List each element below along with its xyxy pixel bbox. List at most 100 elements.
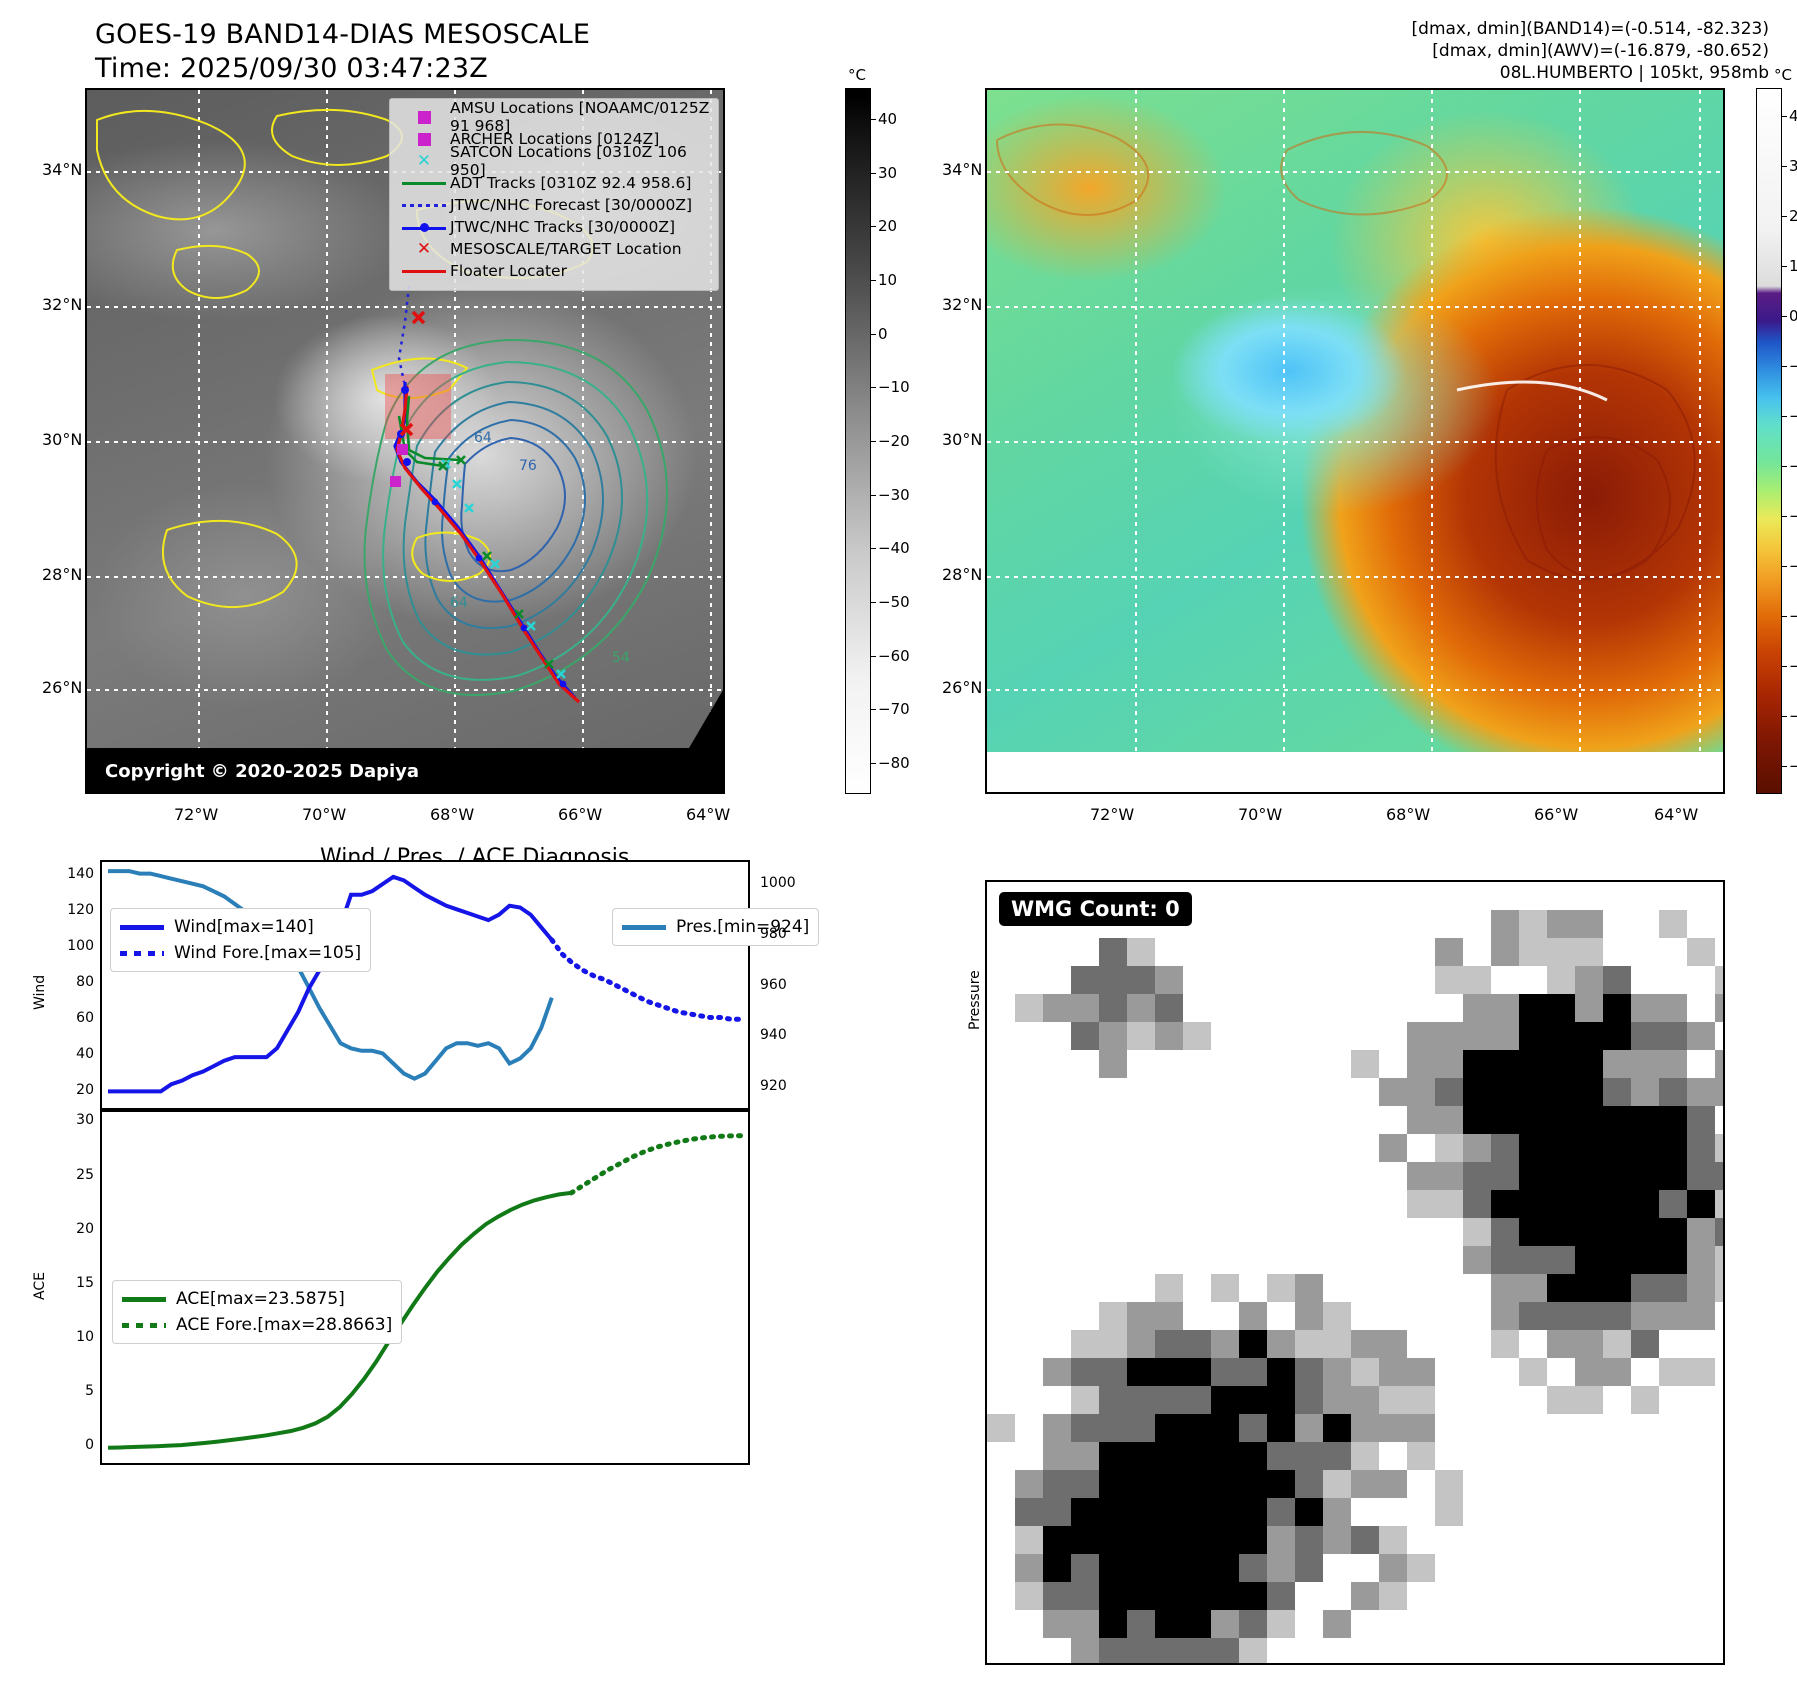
- wv-gridline-lat-28: [987, 576, 1723, 578]
- info-storm-summary: 08L.HUMBERTO | 105kt, 958mb: [1499, 63, 1769, 83]
- ir-lon-label-72: 72°W: [174, 805, 219, 824]
- legend-marker-dotted-icon: [398, 203, 450, 207]
- colorbar-tick-label: −60: [1789, 607, 1797, 626]
- wv-gridline-lat-32: [987, 306, 1723, 308]
- pressure-tick-label: 940: [760, 1027, 787, 1044]
- colorbar-tick-label: 40: [1789, 106, 1797, 125]
- ir-contour-overlay: [96, 108, 668, 696]
- wind-forecast-legend-item[interactable]: Wind Fore.[max=105]: [120, 940, 361, 966]
- legend-item-adt[interactable]: ADT Tracks [0310Z 92.4 958.6]: [398, 172, 710, 194]
- legend-item-forecast[interactable]: JTWC/NHC Forecast [30/0000Z]: [398, 194, 710, 216]
- pressure-legend-label: Pres.[min=924]: [676, 917, 810, 937]
- ace-legend-label: ACE[max=23.5875]: [176, 1289, 345, 1309]
- legend-item-floater[interactable]: Floater Locater: [398, 260, 710, 282]
- legend-marker-square-icon: [398, 132, 450, 146]
- legend-item-satcon[interactable]: ✕ SATCON Locations [0310Z 106 950]: [398, 143, 710, 179]
- wmg-panel[interactable]: WMG Count: 0: [985, 880, 1725, 1665]
- colorbar-tick-label: −50: [878, 592, 910, 611]
- ace-plot: [107, 1133, 745, 1450]
- colorbar-tick-label: 20: [1789, 206, 1797, 225]
- ace-line-icon: [122, 1296, 176, 1302]
- info-band14-range: [dmax, dmin](BAND14)=(-0.514, -82.323): [1411, 19, 1769, 39]
- wv-lon-label-64: 64°W: [1654, 805, 1699, 824]
- wind-pressure-chart[interactable]: [100, 860, 750, 1110]
- legend-item-amsu[interactable]: AMSU Locations [NOAAMC/0125Z 91 968]: [398, 99, 710, 135]
- ir-colorbar[interactable]: [845, 88, 871, 794]
- colorbar-tick-mark: [1782, 516, 1787, 518]
- colorbar-tick-mark: [871, 655, 876, 657]
- colorbar-tick-mark: [1782, 165, 1787, 167]
- colorbar-tick-label: −50: [1789, 557, 1797, 576]
- wind-legend[interactable]: Wind[max=140] Wind Fore.[max=105]: [110, 908, 372, 972]
- legend-item-mesoscale[interactable]: ✕ MESOSCALE/TARGET Location: [398, 238, 710, 260]
- colorbar-tick-mark: [871, 762, 876, 764]
- ace-forecast-dotted-icon: [122, 1322, 176, 1328]
- colorbar-tick-mark: [871, 601, 876, 603]
- wv-colorbar[interactable]: [1756, 88, 1782, 794]
- ace-legend[interactable]: ACE[max=23.5875] ACE Fore.[max=28.8663]: [112, 1280, 403, 1344]
- colorbar-tick-label: 10: [878, 271, 898, 290]
- colorbar-tick-mark: [1782, 666, 1787, 668]
- wv-lat-label-30: 30°N: [942, 430, 983, 449]
- colorbar-tick-label: −40: [1789, 507, 1797, 526]
- pressure-line-icon: [622, 924, 676, 930]
- legend-label: JTWC/NHC Tracks [30/0000Z]: [450, 218, 676, 236]
- wind-tick-label: 20: [76, 1082, 94, 1099]
- colorbar-tick-mark: [871, 387, 876, 389]
- wv-texture-overlay: [996, 123, 1696, 581]
- ace-tick-label: 15: [76, 1274, 94, 1291]
- colorbar-tick-mark: [871, 709, 876, 711]
- colorbar-tick-mark: [871, 333, 876, 335]
- colorbar-tick-mark: [871, 226, 876, 228]
- legend-marker-line-icon: [398, 269, 450, 273]
- colorbar-tick-mark: [871, 548, 876, 550]
- legend-item-tracks[interactable]: JTWC/NHC Tracks [30/0000Z]: [398, 216, 710, 238]
- pressure-tick-label: 920: [760, 1077, 787, 1094]
- colorbar-tick-mark: [871, 172, 876, 174]
- wind-legend-label: Wind[max=140]: [174, 917, 314, 937]
- wind-legend-item[interactable]: Wind[max=140]: [120, 914, 361, 940]
- ir-gridline-lat-26: [87, 689, 723, 691]
- ace-tick-label: 5: [85, 1383, 94, 1400]
- colorbar-tick-label: −80: [878, 753, 910, 772]
- colorbar-tick-label: 30: [878, 163, 898, 182]
- pressure-tick-label: 980: [760, 925, 787, 942]
- ir-lat-label-34: 34°N: [42, 160, 83, 179]
- colorbar-tick-mark: [871, 280, 876, 282]
- pressure-axis-label: Pressure: [967, 970, 983, 1030]
- legend-marker-square-icon: [398, 110, 450, 124]
- ace-tick-label: 0: [85, 1437, 94, 1454]
- ir-lat-label-30: 30°N: [42, 430, 83, 449]
- legend-item-archer[interactable]: ARCHER Locations [0124Z]: [398, 128, 710, 150]
- ace-legend-item[interactable]: ACE[max=23.5875]: [122, 1286, 392, 1312]
- colorbar-tick-mark: [1782, 415, 1787, 417]
- wv-footer-bar: [987, 752, 1723, 792]
- wv-gridline-lat-34: [987, 171, 1723, 173]
- wv-lon-label-66: 66°W: [1534, 805, 1579, 824]
- ir-lon-label-68: 68°W: [430, 805, 475, 824]
- colorbar-tick-mark: [1782, 315, 1787, 317]
- ir-colorbar-title: °C: [848, 66, 866, 84]
- ir-lon-label-70: 70°W: [302, 805, 347, 824]
- ace-forecast-legend-item[interactable]: ACE Fore.[max=28.8663]: [122, 1312, 392, 1338]
- colorbar-tick-mark: [871, 119, 876, 121]
- wind-pressure-plot: [108, 869, 745, 1094]
- colorbar-tick-mark: [1782, 365, 1787, 367]
- wind-tick-label: 140: [67, 865, 94, 882]
- ir-legend[interactable]: AMSU Locations [NOAAMC/0125Z 91 968] ARC…: [389, 98, 719, 291]
- wind-forecast-legend-label: Wind Fore.[max=105]: [174, 943, 362, 963]
- copyright-label: Copyright © 2020-2025 Dapiya: [97, 759, 428, 784]
- ir-satellite-image-panel[interactable]: 64 76 64 54: [85, 88, 725, 794]
- ir-contour-label-76b: 64: [474, 430, 492, 446]
- wv-lat-label-26: 26°N: [942, 678, 983, 697]
- pressure-legend[interactable]: Pres.[min=924]: [612, 908, 820, 946]
- wind-tick-label: 40: [76, 1046, 94, 1063]
- legend-marker-x-icon: ✕: [416, 238, 432, 259]
- pressure-legend-item[interactable]: Pres.[min=924]: [622, 914, 809, 940]
- ace-tick-label: 10: [76, 1329, 94, 1346]
- ir-lon-label-66: 66°W: [558, 805, 603, 824]
- legend-label: ADT Tracks [0310Z 92.4 958.6]: [450, 174, 692, 192]
- wv-satellite-image-panel[interactable]: [985, 88, 1725, 794]
- wmg-bitmap: [987, 910, 1723, 1663]
- wv-gridline-lat-30: [987, 441, 1723, 443]
